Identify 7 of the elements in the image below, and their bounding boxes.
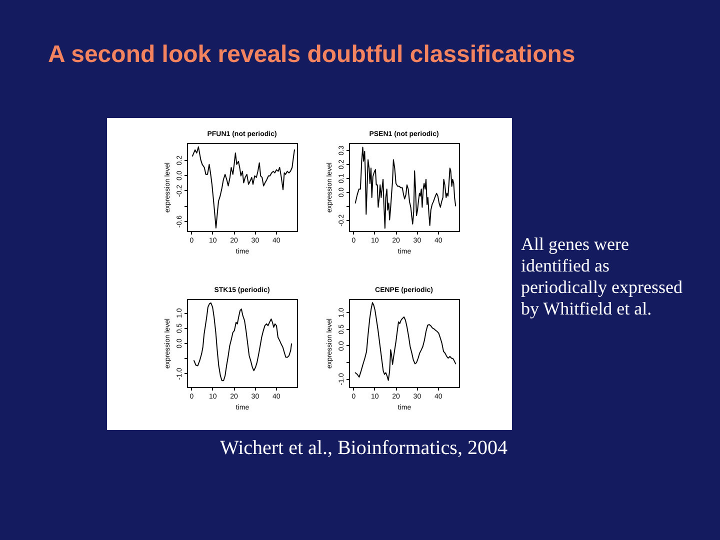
line-series bbox=[354, 302, 456, 381]
text: All genes were identified as periodically expressed by Whitfield et al. bbox=[521, 234, 682, 318]
line-series bbox=[193, 302, 292, 382]
text: Wichert et al., Bioinformatics, 2004 bbox=[220, 437, 508, 459]
line-series bbox=[192, 146, 295, 228]
line-series bbox=[354, 146, 456, 229]
text: A second look reveals doubtful classifications bbox=[48, 41, 576, 68]
